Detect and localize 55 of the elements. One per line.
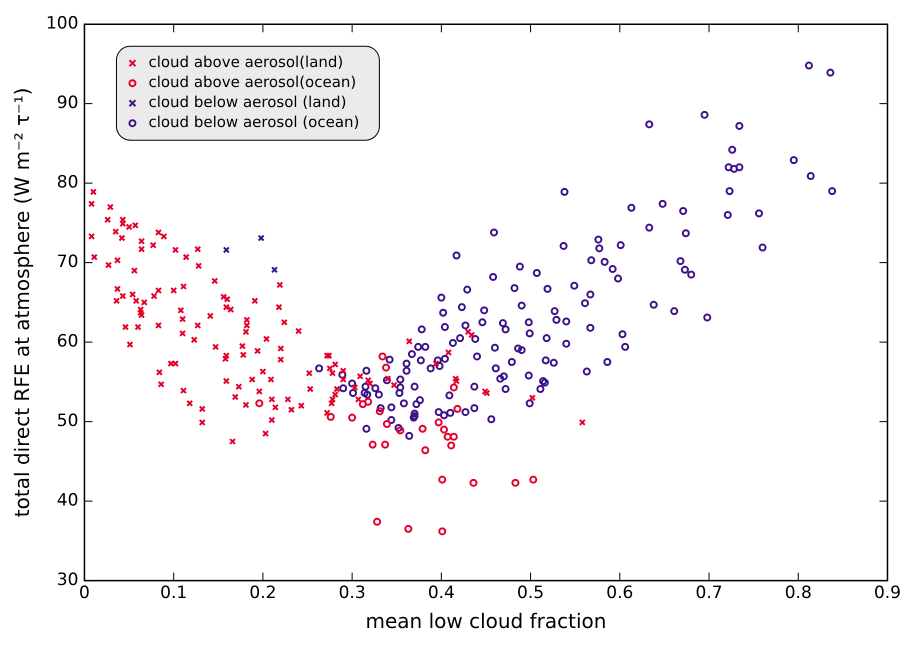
point [255,399,264,408]
y-tick-label: 30 [56,570,78,590]
legend-label: cloud above aerosol(ocean) [148,73,356,92]
point [382,364,390,372]
y-tick-label: 90 [56,93,78,114]
y-tick-label: 40 [56,490,78,511]
point [222,246,230,254]
point [450,432,458,441]
point [418,424,427,433]
point [511,478,520,487]
point [376,407,384,416]
x-tick-label: 0.6 [606,583,634,604]
x-tick-label: 0.4 [428,583,455,604]
x-tick-label: 0.9 [874,583,902,604]
point [438,476,446,484]
legend-label: cloud above aerosol(land) [148,53,344,72]
point [326,412,335,421]
point [378,352,386,360]
x-tick-label: 0.7 [696,583,723,604]
legend-label: cloud below aerosol (land) [148,93,346,112]
y-tick-label: 80 [56,172,78,193]
point [382,420,391,428]
point [381,440,390,449]
point [396,426,404,434]
point [358,400,367,408]
point [348,414,356,422]
point [434,418,443,426]
x-tick-label: 0.8 [784,583,812,604]
y-tick-label: 100 [46,14,78,34]
point [364,398,372,406]
point [529,476,538,484]
point [444,432,452,441]
point [258,234,265,242]
x-tick-label: 0.3 [338,583,366,604]
point [440,426,448,434]
point [271,266,278,274]
point [447,441,456,450]
point [373,518,382,526]
point [469,478,478,487]
x-tick-label: 0.2 [249,583,276,604]
legend-label: cloud below aerosol (ocean) [148,113,360,132]
point [368,440,377,449]
point [404,524,412,533]
x-tick-label: 0.1 [160,583,188,604]
y-tick-label: 60 [56,332,78,352]
x-axis-title: mean low cloud fraction [365,609,606,634]
y-tick-label: 50 [56,411,78,432]
y-axis-title: total direct RFE at atmosphere (W m⁻² τ⁻¹) [10,88,34,518]
point [421,446,430,454]
x-tick-label: 0.5 [517,583,544,604]
point [453,404,462,413]
x-tick-label: 0 [79,583,90,604]
point [450,383,458,392]
y-tick-label: 70 [56,252,78,272]
point [438,527,446,536]
